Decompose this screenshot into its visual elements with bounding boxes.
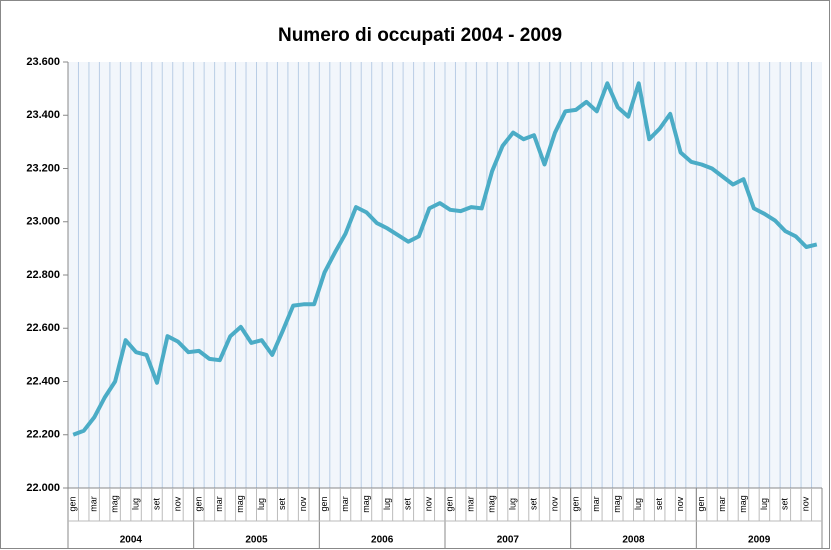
- year-label: 2006: [371, 535, 394, 546]
- x-tick-label: mag: [738, 495, 748, 513]
- x-tick-label: gen: [68, 496, 78, 511]
- x-tick-label: lug: [507, 498, 517, 510]
- year-label: 2007: [497, 535, 520, 546]
- x-tick-label: gen: [445, 496, 455, 511]
- x-tick-label: set: [277, 498, 287, 511]
- chart-title: Numero di occupati 2004 - 2009: [278, 25, 562, 46]
- y-tick-label: 23.200: [26, 162, 60, 174]
- x-tick-label: mar: [340, 496, 350, 512]
- x-tick-label: mag: [487, 495, 497, 513]
- x-tick-label: mag: [110, 495, 120, 513]
- y-tick-label: 22.800: [26, 269, 60, 281]
- x-tick-label: mag: [612, 495, 622, 513]
- year-label: 2004: [120, 535, 143, 546]
- y-tick-label: 23.400: [26, 109, 60, 121]
- year-label: 2009: [748, 535, 771, 546]
- x-tick-label: mar: [591, 496, 601, 512]
- x-tick-label: lug: [759, 498, 769, 510]
- y-tick-label: 22.400: [26, 375, 60, 387]
- y-tick-label: 22.000: [26, 482, 60, 494]
- x-tick-label: gen: [193, 496, 203, 511]
- y-tick-label: 22.200: [26, 429, 60, 441]
- x-tick-label: set: [528, 498, 538, 511]
- y-tick-label: 23.600: [26, 56, 60, 68]
- y-tick-label: 22.600: [26, 322, 60, 334]
- x-tick-label: nov: [549, 496, 559, 511]
- x-tick-label: mar: [89, 496, 99, 512]
- x-tick-label: nov: [424, 496, 434, 511]
- x-tick-label: lug: [256, 498, 266, 510]
- x-tick-label: set: [151, 498, 161, 511]
- x-tick-label: nov: [675, 496, 685, 511]
- x-tick-label: lug: [382, 498, 392, 510]
- x-tick-label: nov: [801, 496, 811, 511]
- x-tick-label: mar: [466, 496, 476, 512]
- x-tick-label: set: [654, 498, 664, 511]
- year-label: 2005: [245, 535, 268, 546]
- x-tick-label: mag: [361, 495, 371, 513]
- x-tick-label: nov: [172, 496, 182, 511]
- x-tick-label: mar: [214, 496, 224, 512]
- x-tick-label: gen: [319, 496, 329, 511]
- x-tick-label: mar: [717, 496, 727, 512]
- data-line: [72, 81, 818, 437]
- x-tick-label: gen: [570, 496, 580, 511]
- x-tick-label: lug: [130, 498, 140, 510]
- x-tick-label: lug: [633, 498, 643, 510]
- x-tick-label: mag: [235, 495, 245, 513]
- x-tick-label: set: [780, 498, 790, 511]
- y-tick-label: 23.000: [26, 216, 60, 228]
- x-tick-label: gen: [696, 496, 706, 511]
- x-tick-label: set: [403, 498, 413, 511]
- year-label: 2008: [622, 535, 645, 546]
- x-tick-label: nov: [298, 496, 308, 511]
